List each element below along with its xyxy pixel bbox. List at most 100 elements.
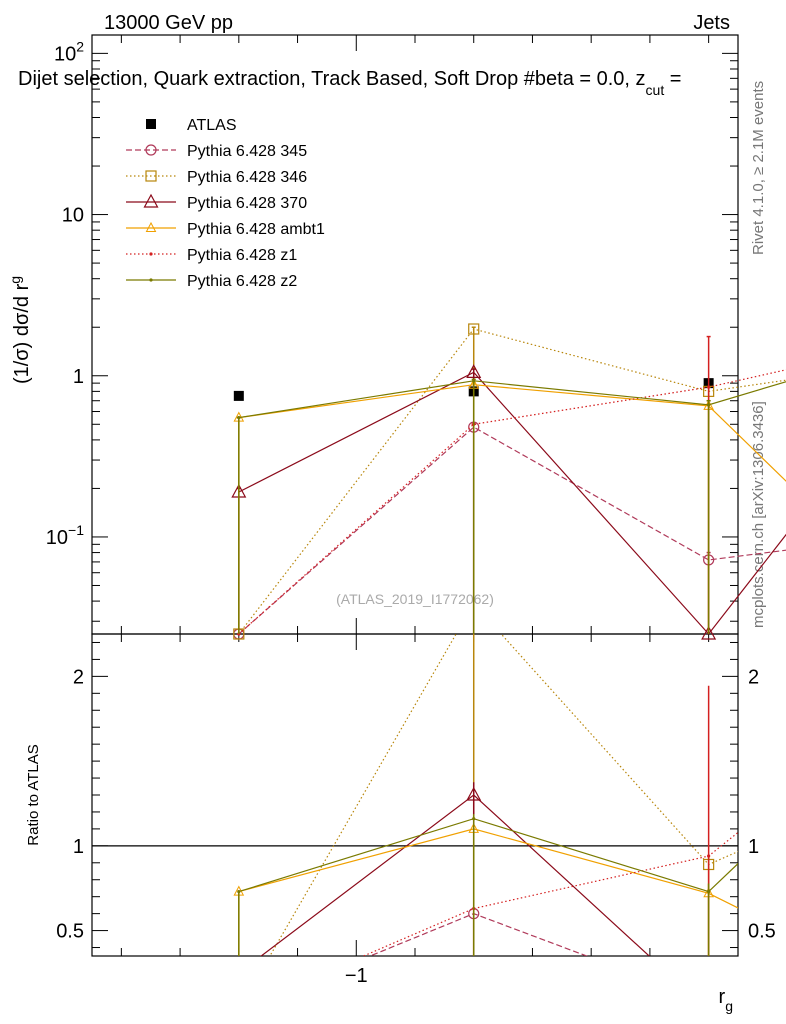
plot-title: Dijet selection, Quark extraction, Track… [18, 68, 681, 98]
ratio-ytick-label-right: 1 [748, 836, 759, 858]
main-ytick-base: 10 [54, 43, 76, 65]
main-point [466, 364, 482, 378]
main-ytick-exp: 2 [76, 38, 84, 54]
legend-label: Pythia 6.428 345 [187, 143, 307, 160]
legend-marker [145, 144, 157, 156]
main-series-pythia-6-428-z2 [236, 378, 786, 634]
main-ytick-label: 102 [54, 38, 84, 65]
ratio-point [707, 890, 711, 894]
legend-marker [145, 170, 157, 182]
ratio-xtick-label: −1 [345, 965, 368, 987]
main-line [238, 369, 786, 635]
ratio-ylabel: Ratio to ATLAS [25, 744, 42, 845]
main-line [238, 384, 786, 482]
ratio-point [232, 966, 245, 978]
x-axis-label: rg [719, 986, 733, 1014]
ratio-line [362, 831, 738, 956]
ratio-plot-frame [91, 633, 739, 957]
analysis-watermark: (ATLAS_2019_I1772062) [336, 591, 494, 607]
ratio-point [472, 817, 476, 821]
main-ytick-label: 1 [73, 366, 84, 388]
legend-label: Pythia 6.428 z1 [187, 247, 297, 264]
main-line [238, 328, 786, 635]
ratio-ytick-label-left: 0.5 [56, 921, 84, 943]
legend-label: Pythia 6.428 370 [187, 195, 307, 212]
main-point [468, 323, 480, 335]
ratio-point [707, 854, 711, 858]
energy-label: 13000 GeV pp [104, 12, 233, 34]
x-axis-label-sub: g [725, 998, 733, 1014]
ratio-series-group [232, 634, 738, 1016]
main-ytick-base: 1 [73, 366, 84, 388]
ratio-ytick-label-right: 0.5 [748, 921, 776, 943]
main-line [238, 426, 786, 635]
main-ylabel-text: (1/σ) dσ/d r [11, 283, 33, 384]
main-series-pythia-6-428-370 [231, 364, 786, 640]
ratio-point [234, 1005, 244, 1015]
plot-title-main: Dijet selection, Quark extraction, Track… [18, 68, 646, 90]
main-line [238, 371, 786, 635]
plot-title-cut: cut [646, 82, 665, 98]
legend-marker [149, 252, 153, 256]
legend-marker [143, 193, 159, 208]
main-line [238, 380, 786, 419]
ratio-point [237, 1008, 240, 1011]
main-ytick-label: 10 [62, 205, 84, 227]
main-ylabel-sub: g [7, 276, 23, 284]
ratio-point [237, 890, 241, 894]
ratio-point [466, 786, 482, 801]
x-axis-label-text: r [719, 986, 726, 1008]
legend-item: Pythia 6.428 z1 [126, 247, 297, 264]
legend-item: ATLAS [146, 117, 237, 134]
legend-item: Pythia 6.428 346 [126, 169, 307, 186]
legend-marker [149, 278, 153, 282]
legend-item: Pythia 6.428 z2 [126, 273, 297, 290]
main-ylabel: (1/σ) dσ/d rg [7, 276, 33, 384]
ratio-point [704, 997, 714, 1007]
ratio-point [702, 1004, 715, 1016]
legend-item: Pythia 6.428 370 [126, 193, 307, 212]
category-label: Jets [693, 12, 730, 34]
legend-marker [146, 119, 156, 129]
rivet-label: Rivet 4.1.0, ≥ 2.1M events [750, 81, 767, 255]
plot-title-tail: = [664, 68, 681, 90]
main-point [707, 403, 711, 407]
main-point [472, 379, 476, 383]
main-point [237, 416, 241, 420]
main-ytick-label: 10−1 [46, 522, 84, 549]
main-point [233, 390, 244, 401]
main-ytick-exp: −1 [68, 522, 84, 538]
legend-label: Pythia 6.428 346 [187, 169, 307, 186]
ratio-ytick-label-left: 2 [73, 666, 84, 688]
ratio-line [238, 818, 738, 893]
main-point [707, 385, 711, 389]
main-point [701, 625, 717, 640]
legend: ATLAS Pythia 6.428 345 Pythia 6.428 346 Pyt… [126, 117, 325, 290]
legend-label: Pythia 6.428 z2 [187, 273, 297, 290]
main-series-group [231, 323, 786, 640]
ratio-line [368, 912, 589, 956]
ratio-series-pythia-6-428-346 [234, 634, 738, 1015]
ratio-ytick-label-right: 2 [748, 666, 759, 688]
ratio-line [260, 794, 651, 956]
legend-label: ATLAS [187, 117, 237, 134]
mcplots-label: mcplots.cern.ch [arXiv:1306.3436] [750, 401, 767, 628]
main-series-pythia-6-428-ambt1 [233, 378, 786, 634]
ratio-series-pythia-6-428-z2 [237, 814, 738, 956]
main-series-pythia-6-428-z1 [237, 335, 786, 636]
main-series-pythia-6-428-346 [233, 323, 786, 640]
main-series-pythia-6-428-345 [233, 421, 786, 640]
ratio-ytick-label-left: 1 [73, 836, 84, 858]
ratio-line [269, 634, 738, 956]
legend-label: Pythia 6.428 ambt1 [187, 221, 325, 238]
ratio-line [238, 828, 738, 909]
legend-marker [145, 221, 157, 232]
ratio-point [234, 1005, 244, 1015]
main-ytick-base: 10 [46, 527, 68, 549]
main-ytick-base: 10 [62, 205, 84, 227]
legend-item: Pythia 6.428 ambt1 [126, 221, 325, 238]
legend-item: Pythia 6.428 345 [126, 143, 307, 160]
